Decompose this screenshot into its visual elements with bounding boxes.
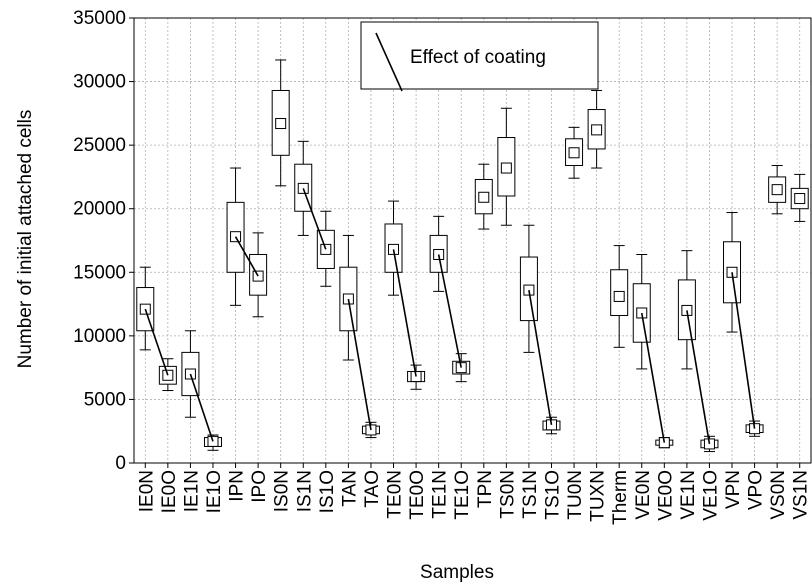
x-tick-label: TS0N bbox=[497, 470, 518, 519]
x-tick-label: IE1O bbox=[204, 470, 225, 513]
x-tick-label: VS1N bbox=[791, 470, 812, 520]
legend-box bbox=[360, 21, 599, 90]
coating-effect-line bbox=[528, 289, 553, 425]
x-tick-label: IS1N bbox=[294, 470, 315, 512]
x-tick-label: VS0N bbox=[768, 470, 789, 520]
y-axis-label: Number of initial attached cells bbox=[15, 110, 36, 369]
legend-text: Effect of coating bbox=[410, 47, 546, 68]
box-IE0N bbox=[136, 266, 155, 351]
legend-line-sample bbox=[375, 32, 403, 92]
box-VS1N bbox=[790, 173, 809, 222]
mean-marker bbox=[591, 124, 603, 136]
box-VS0N bbox=[768, 164, 787, 215]
box-TU0N bbox=[565, 126, 584, 179]
mean-marker bbox=[568, 147, 580, 159]
mean-marker bbox=[771, 184, 783, 196]
x-tick-label: TE1N bbox=[430, 470, 451, 519]
box-IE1O bbox=[203, 434, 222, 451]
legend: Effect of coating bbox=[360, 21, 599, 92]
coating-effect-line bbox=[392, 249, 417, 377]
x-tick-label: VE1O bbox=[700, 470, 721, 521]
x-tick-label: TE1O bbox=[452, 470, 473, 520]
box-TS0N bbox=[497, 107, 516, 226]
x-tick-label: TU0N bbox=[565, 470, 586, 520]
x-tick-label: IE0O bbox=[159, 470, 180, 513]
coating-effect-line bbox=[347, 298, 372, 431]
y-tick-label: 20000 bbox=[73, 199, 126, 220]
box-VE1N bbox=[677, 250, 696, 370]
box-TE0O bbox=[407, 364, 426, 390]
coating-effect-line bbox=[437, 254, 463, 368]
box-VE1O bbox=[700, 435, 719, 453]
box-TE1N bbox=[429, 215, 448, 292]
x-tick-label: Therm bbox=[610, 470, 631, 525]
plot-frame bbox=[133, 17, 812, 464]
x-tick-label: TE0O bbox=[407, 470, 428, 520]
box-TAN bbox=[339, 234, 358, 361]
mean-marker bbox=[794, 193, 806, 205]
y-tick-label: 5000 bbox=[84, 389, 126, 410]
box-TUXN bbox=[587, 89, 606, 169]
y-tick-label: 10000 bbox=[73, 326, 126, 347]
y-tick-label: 25000 bbox=[73, 135, 126, 156]
x-tick-label: VE1N bbox=[678, 470, 699, 520]
x-tick-label: IPN bbox=[227, 470, 248, 502]
mean-marker bbox=[613, 290, 625, 302]
coating-effect-line bbox=[640, 312, 666, 443]
x-tick-label: VPO bbox=[746, 470, 767, 510]
mean-marker bbox=[500, 162, 512, 174]
coating-effect-line bbox=[144, 308, 169, 376]
x-tick-label: VE0N bbox=[633, 470, 654, 520]
x-tick-label: IE1N bbox=[181, 470, 202, 512]
grid-lines bbox=[134, 18, 811, 463]
coating-effect-line bbox=[302, 188, 327, 250]
x-axis-label: Samples bbox=[420, 562, 494, 583]
box-series bbox=[136, 59, 809, 453]
box-Therm bbox=[610, 245, 629, 348]
x-tick-label: TAN bbox=[339, 470, 360, 507]
x-tick-label: TE0N bbox=[385, 470, 406, 519]
coating-effect-line bbox=[686, 310, 711, 445]
x-tick-label: IS1O bbox=[317, 470, 338, 513]
mean-marker bbox=[275, 118, 287, 130]
x-tick-label: TPN bbox=[475, 470, 496, 508]
x-tick-label: IE0N bbox=[136, 470, 157, 512]
x-axis-ticks: IE0N IE0O IE1N IE1O IPN IPO IS0N IS1N IS1O TAN TAO… bbox=[136, 463, 812, 525]
y-tick-label: 35000 bbox=[73, 8, 126, 29]
y-tick-label: 0 bbox=[115, 453, 126, 474]
box-TPN bbox=[474, 163, 493, 230]
x-tick-label: VE0O bbox=[655, 470, 676, 521]
x-tick-label: IPO bbox=[249, 470, 270, 503]
coating-effect-line bbox=[234, 236, 259, 277]
y-axis-ticks: 0 5000 10000 15000 20000 25000 30000 35000 bbox=[73, 8, 134, 474]
x-tick-label: TAO bbox=[362, 470, 383, 508]
box-TS1O bbox=[542, 416, 561, 435]
x-tick-label: TUXN bbox=[588, 470, 609, 522]
coating-effect-lines bbox=[144, 188, 756, 445]
coating-effect-line bbox=[731, 272, 756, 429]
x-tick-label: IS0N bbox=[272, 470, 293, 512]
box-TS1N bbox=[519, 224, 538, 353]
x-tick-label: TS1N bbox=[520, 470, 541, 519]
y-tick-label: 15000 bbox=[73, 262, 126, 283]
x-tick-label: VPN bbox=[723, 470, 744, 509]
box-IS0N bbox=[271, 59, 290, 187]
x-tick-label: TS1O bbox=[542, 470, 563, 520]
mean-marker bbox=[478, 191, 490, 203]
coating-effect-line bbox=[189, 373, 214, 442]
y-tick-label: 30000 bbox=[73, 72, 126, 93]
